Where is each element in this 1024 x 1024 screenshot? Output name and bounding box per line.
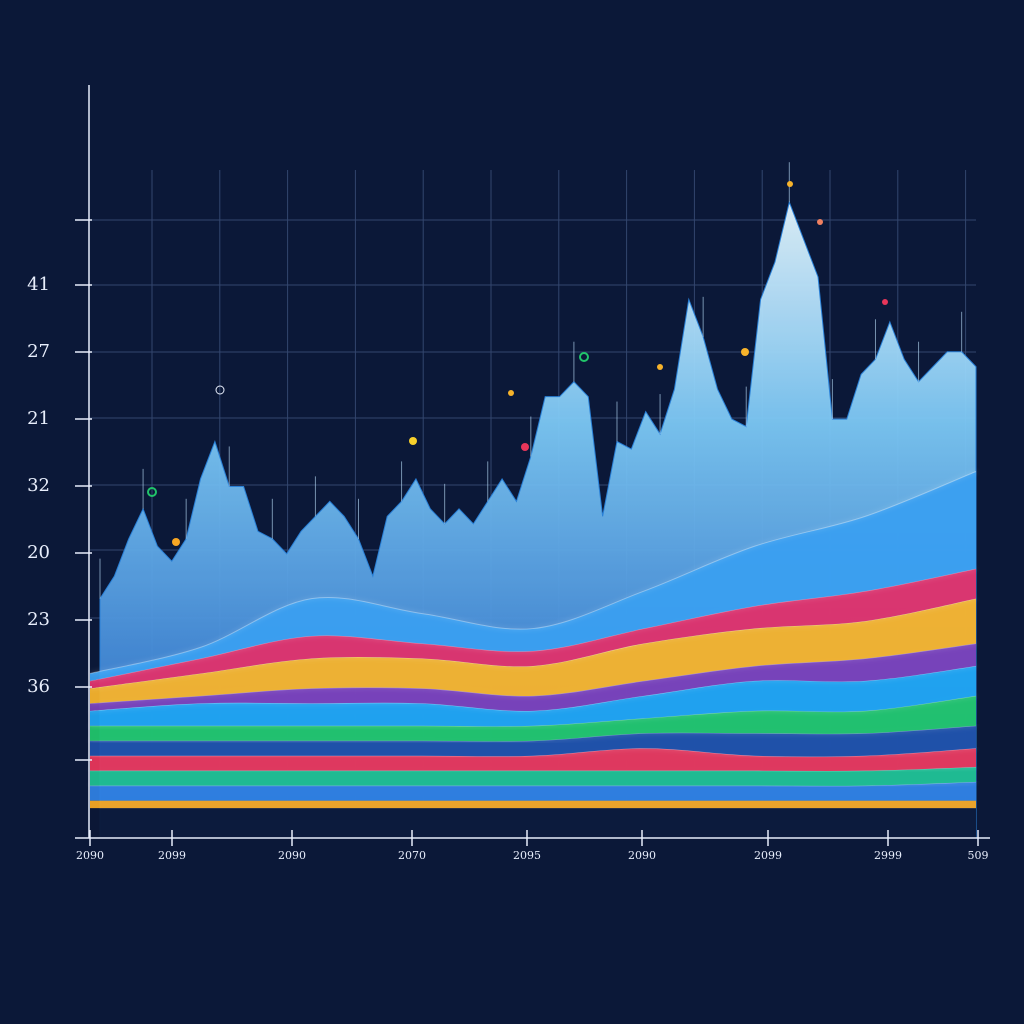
y-tick-label: 27	[27, 341, 50, 362]
y-tick-label: 41	[27, 274, 50, 295]
stream-band	[90, 800, 976, 809]
x-tick-label: 509	[968, 849, 989, 862]
decor-dot	[409, 437, 417, 445]
decor-dot	[508, 390, 514, 396]
x-tick-label: 2099	[158, 849, 186, 862]
stream-band	[90, 808, 976, 838]
decor-dot	[579, 352, 589, 362]
stream-band	[90, 766, 976, 786]
y-tick-label: 32	[27, 475, 50, 496]
x-tick-label: 2090	[278, 849, 306, 862]
decor-dot	[147, 487, 157, 497]
stream-band	[90, 695, 976, 742]
decor-dot	[215, 385, 225, 395]
y-tick-label: 36	[27, 676, 50, 697]
x-tick-label: 2999	[874, 849, 902, 862]
decor-dot	[521, 443, 529, 451]
band-layer	[89, 471, 977, 838]
y-tick-label: 21	[27, 408, 50, 429]
y-tick-label: 23	[27, 609, 50, 630]
labels: 41 27 21 32 20 23 36 2090 2099 2090 2070 2095 2090 20…	[27, 274, 988, 862]
stream-band	[90, 598, 976, 704]
x-tick-label: 2099	[754, 849, 782, 862]
x-tick-label: 2095	[513, 849, 541, 862]
decor-dot	[817, 219, 823, 225]
stream-band	[90, 471, 976, 681]
x-tick-label: 2090	[628, 849, 656, 862]
y-tick-label: 20	[27, 542, 50, 563]
decor-dot	[882, 299, 888, 305]
stream-band	[90, 748, 976, 771]
x-tick-label: 2090	[76, 849, 104, 862]
decor-dot	[172, 538, 180, 546]
decor-dot	[741, 348, 749, 356]
axes	[75, 85, 990, 846]
stream-band	[90, 568, 976, 689]
stream-band	[90, 643, 976, 711]
x-tick-label: 2070	[398, 849, 426, 862]
decor-dot	[657, 364, 663, 370]
band-edge	[89, 471, 977, 674]
stream-band	[90, 781, 976, 801]
decor-dot	[787, 181, 793, 187]
decor-dots	[147, 181, 888, 546]
